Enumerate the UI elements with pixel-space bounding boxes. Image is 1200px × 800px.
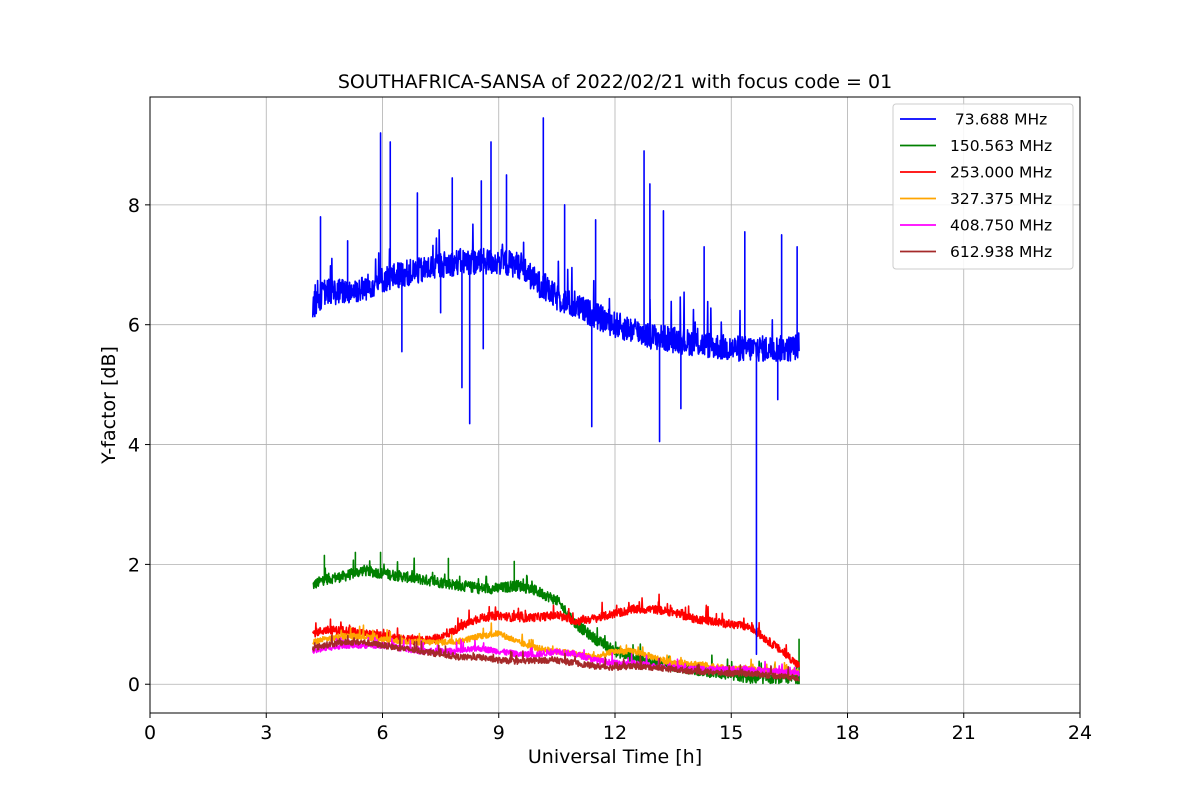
- x-tick-label: 3: [260, 722, 272, 744]
- x-tick-label: 12: [603, 722, 627, 744]
- y-tick-label: 6: [128, 315, 140, 337]
- legend-box: [892, 103, 1074, 270]
- legend-label: 327.375 MHz: [950, 190, 1052, 208]
- y-tick-label: 4: [128, 435, 140, 457]
- series-line-73-688-mhz: [311, 117, 800, 656]
- series-line-612-938-mhz: [311, 634, 800, 682]
- series-group: [311, 117, 800, 685]
- legend-label: 253.000 MHz: [950, 164, 1052, 182]
- x-tick-label: 9: [493, 722, 505, 744]
- legend-label: 612.938 MHz: [950, 243, 1052, 261]
- x-axis-label: Universal Time [h]: [528, 746, 702, 768]
- x-tick-label: 24: [1068, 722, 1092, 744]
- x-tick-label: 15: [719, 722, 743, 744]
- y-tick-label: 8: [128, 195, 140, 217]
- chart-title: SOUTHAFRICA-SANSA of 2022/02/21 with foc…: [338, 71, 892, 93]
- legend-label: 73.688 MHz: [950, 111, 1047, 129]
- x-tick-label: 6: [376, 722, 388, 744]
- y-tick-label: 2: [128, 554, 140, 576]
- series-line-253-000-mhz: [311, 593, 800, 669]
- legend-label: 150.563 MHz: [950, 137, 1052, 155]
- x-tick-label: 21: [952, 722, 976, 744]
- y-tick-label: 0: [128, 674, 140, 696]
- y-axis-label: Y-factor [dB]: [98, 346, 120, 465]
- x-tick-label: 0: [144, 722, 156, 744]
- legend-label: 408.750 MHz: [950, 217, 1052, 235]
- legend: 73.688 MHz 150.563 MHz 253.000 MHz 327.375 …: [892, 103, 1074, 270]
- x-tick-label: 18: [835, 722, 859, 744]
